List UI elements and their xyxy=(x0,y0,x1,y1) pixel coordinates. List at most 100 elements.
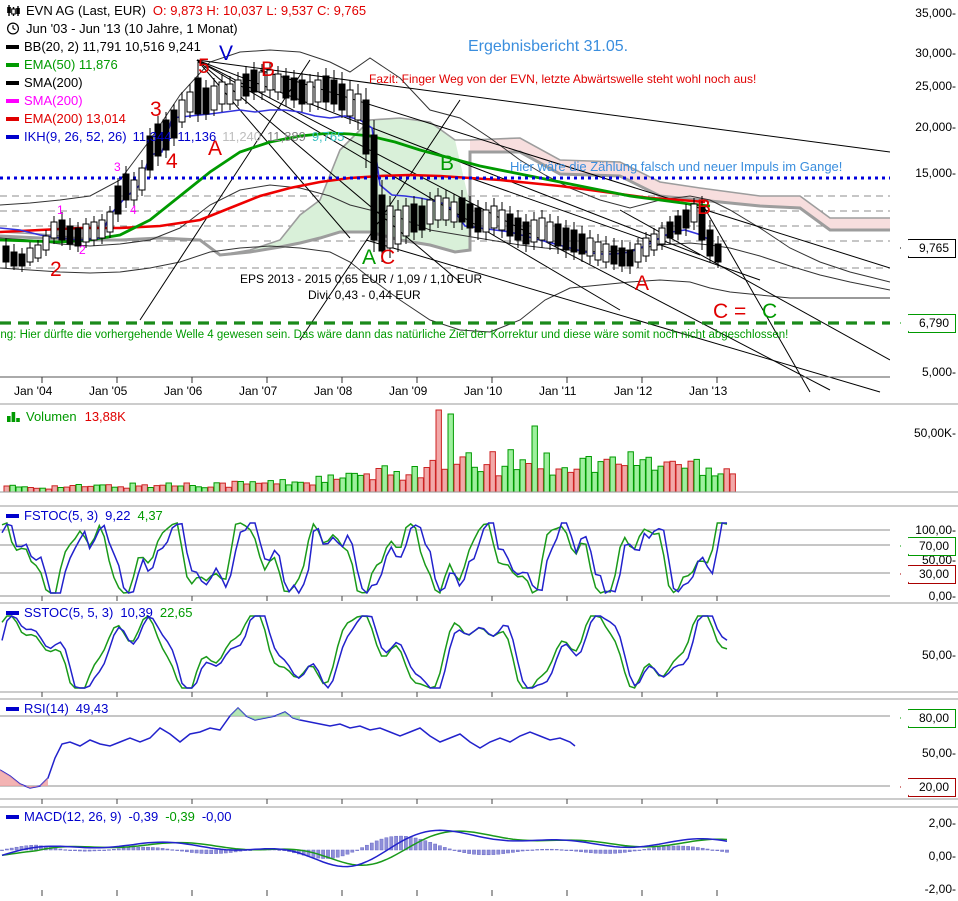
macd-histogram-bar xyxy=(661,846,666,851)
macd-histogram-bar xyxy=(121,847,126,851)
macd-histogram-bar xyxy=(326,849,330,859)
macd-histogram-bar xyxy=(642,849,647,851)
macd-histogram-bar xyxy=(209,849,214,854)
macd-histogram-bar xyxy=(87,849,92,852)
fstoc-lower-band-tag[interactable]: 30,00 xyxy=(907,565,956,584)
sstoc-panel[interactable]: SSTOC(5, 5, 3) 10,39 22,65 50,00- xyxy=(0,602,958,698)
macd-line xyxy=(1,829,728,868)
legend-sma200-black-row[interactable]: SMA(200) xyxy=(6,74,366,92)
macd-histogram-bar xyxy=(335,849,340,858)
legend-ikh-row[interactable]: IKH(9, 26, 52, 26) 11,344 11,136 11,240 11,8… xyxy=(6,128,366,146)
wave-label-0: 2 xyxy=(50,258,62,281)
rsi-legend-row: RSI(14) 49,43 xyxy=(6,700,108,718)
rsi-line xyxy=(0,706,576,789)
price-chart-panel[interactable]: EVN AG (Last, EUR) O: 9,873 H: 10,037 L: … xyxy=(0,0,958,395)
fstoc-label: FSTOC(5, 3) xyxy=(24,508,99,523)
macd-histogram-bar xyxy=(180,849,184,852)
volume-bar xyxy=(315,475,322,493)
wave-label-9: B xyxy=(440,152,455,175)
volume-bar xyxy=(249,481,256,493)
macd-histogram-bar xyxy=(554,849,559,851)
line-swatch-icon xyxy=(6,134,19,139)
macd-histogram-bar xyxy=(53,848,58,851)
volume-bar xyxy=(117,486,124,493)
price-tick-15000: 15,000- xyxy=(915,166,956,180)
macd-histogram-bar xyxy=(170,849,175,851)
macd-histogram-bar xyxy=(530,849,535,851)
macd-histogram-bar xyxy=(340,849,345,857)
macd-histogram-bar xyxy=(496,849,501,855)
volume-bar xyxy=(75,484,82,493)
rsi-panel[interactable]: RSI(14) 49,43 50,00- 80,00 20,00 xyxy=(0,698,958,806)
macd-histogram-bar xyxy=(404,836,408,851)
volume-bar xyxy=(183,482,190,493)
rsi-upper-band-tag[interactable]: 80,00 xyxy=(907,709,956,728)
volume-bar xyxy=(267,480,274,493)
legend-bb-row[interactable]: BB(20, 2) 11,791 10,516 9,241 xyxy=(6,38,366,56)
volume-bar xyxy=(531,425,538,493)
macd-label: MACD(12, 26, 9) xyxy=(24,809,122,824)
volume-bar xyxy=(711,475,718,493)
wave-label-12: C = xyxy=(713,300,747,323)
ikh-value-4: 11,889 xyxy=(267,129,306,144)
date-tick-9: Jan '13 xyxy=(689,384,728,398)
macd-histogram-bar xyxy=(214,849,218,854)
ikh-label: IKH(9, 26, 52, 26) xyxy=(24,129,127,144)
legend-ema200-row[interactable]: EMA(200) 13,014 xyxy=(6,110,366,128)
volume-bar xyxy=(129,482,136,493)
volume-bar xyxy=(261,482,268,493)
volume-bar xyxy=(495,475,502,493)
target-price-tag[interactable]: 6,790 xyxy=(907,314,956,333)
volume-bar xyxy=(309,484,316,493)
price-tick-20000: 20,000- xyxy=(915,120,956,134)
macd-histogram-bar xyxy=(73,849,77,851)
legend-title-row: EVN AG (Last, EUR) O: 9,873 H: 10,037 L: … xyxy=(6,2,366,20)
volume-bar xyxy=(321,481,328,493)
date-tick-2: Jan '06 xyxy=(164,384,203,398)
annotation-eps: EPS 2013 - 2015 0,65 EUR / 1,09 / 1,10 E… xyxy=(240,272,483,286)
volume-panel[interactable]: Volumen 13,88K 50,00K- xyxy=(0,406,958,505)
volume-bar xyxy=(639,459,646,493)
volume-bar xyxy=(435,409,442,493)
volume-bar xyxy=(219,482,226,493)
macd-histogram-bar xyxy=(720,849,724,852)
line-swatch-icon xyxy=(6,98,19,103)
volume-bar xyxy=(63,486,70,493)
volume-bar xyxy=(477,471,484,493)
wave-label-3: 5 xyxy=(198,55,210,78)
macd-histogram-bar xyxy=(593,849,598,854)
macd-histogram-bar xyxy=(92,849,97,852)
fstoc-panel[interactable]: FSTOC(5, 3) 9,22 4,37 100,00- 50,00- 0,00-… xyxy=(0,505,958,602)
last-price-tag[interactable]: 9,765 xyxy=(907,239,956,258)
line-swatch-icon xyxy=(6,80,19,85)
senkou-span-a xyxy=(0,117,890,256)
macd-histogram-bar xyxy=(112,848,116,851)
volume-bar xyxy=(303,482,310,493)
volume-bar xyxy=(657,465,664,493)
rsi-label: RSI(14) xyxy=(24,701,69,716)
volume-bar xyxy=(519,459,526,493)
fstoc-value-2: 4,37 xyxy=(137,508,163,523)
macd-histogram-bar xyxy=(647,848,651,851)
volume-bar xyxy=(225,486,232,493)
macd-histogram-bar xyxy=(452,849,457,851)
rsi-lower-band-tag[interactable]: 20,00 xyxy=(907,778,956,797)
volume-bar xyxy=(447,413,454,493)
volume-bar xyxy=(69,485,76,493)
wave-label-10: A xyxy=(635,272,650,295)
sma200-black-label: SMA(200) xyxy=(24,75,83,90)
macd-histogram-bar xyxy=(131,847,136,851)
volume-value: 13,88K xyxy=(84,409,126,424)
legend-sma200-magenta-row[interactable]: SMA(200) xyxy=(6,92,366,110)
volume-bar xyxy=(255,482,262,493)
macd-histogram-bar xyxy=(63,849,68,851)
macd-panel[interactable]: MACD(12, 26, 9) -0,39 -0,39 -0,00 2,00- 0,0… xyxy=(0,806,958,901)
volume-bar xyxy=(411,466,418,493)
fstoc-upper-band-tag[interactable]: 70,00 xyxy=(907,537,956,556)
macd-histogram-bar xyxy=(78,849,82,852)
volume-bar xyxy=(591,471,598,493)
volume-bar xyxy=(567,471,574,493)
sstoc-value-2: 22,65 xyxy=(159,605,193,620)
volume-bar xyxy=(237,481,244,493)
legend-ema50-row[interactable]: EMA(50) 11,876 xyxy=(6,56,366,74)
